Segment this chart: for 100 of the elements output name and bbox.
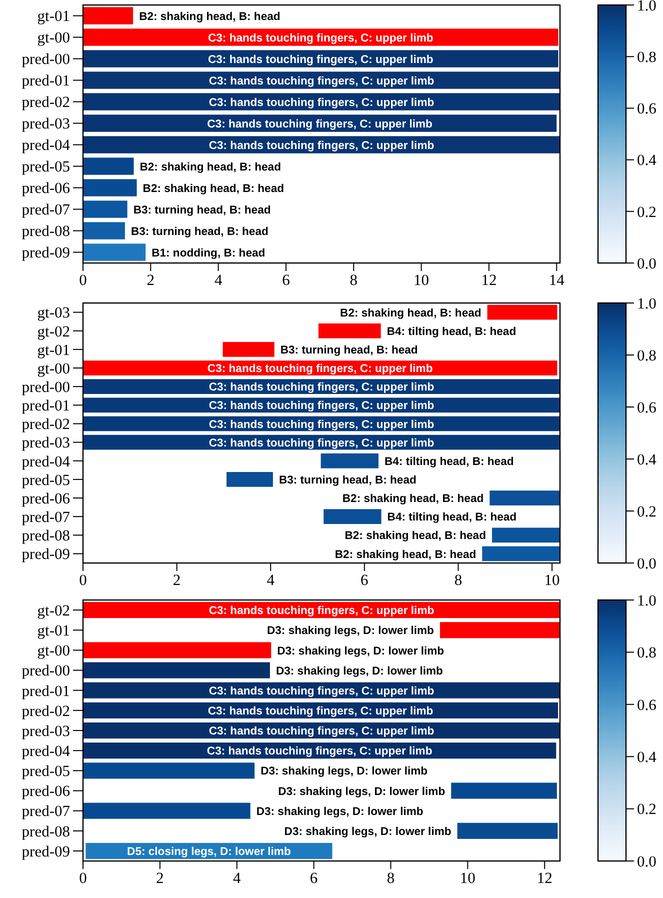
color-bar-label: 0.0 [637,555,657,572]
data-label: C3: hands touching fingers, C: upper limb [208,418,434,431]
data-label: C3: hands touching fingers, C: upper limb [208,140,434,152]
data-label: B3: turning head, B: head [278,474,417,486]
y-tick-label: pred-01 [22,682,70,700]
y-tick-label: pred-03 [22,434,70,452]
x-tick-label: 8 [350,272,358,289]
data-label: D3: shaking legs, D: lower limb [278,786,446,798]
data-label: B2: shaking head, B: head [340,307,482,320]
y-tick-label: pred-07 [22,508,70,526]
y-tick-label: pred-07 [22,202,70,219]
y-tick-label: pred-08 [22,528,70,545]
data-label: C3: hands touching fingers, C: upper limb [208,96,434,109]
data-label: D3: shaking legs, D: lower limb [277,645,444,658]
y-tick-label: pred-05 [22,158,70,176]
color-bar-label: 0.0 [637,853,657,870]
data-label: B3: turning head, B: head [280,344,418,356]
data-label: C3: hands touching fingers, C: upper limb [208,726,434,738]
color-bar-label: 0.8 [637,644,657,662]
bar [457,822,558,839]
y-tick-label: pred-08 [22,223,70,240]
data-label: C3: hands touching fingers, C: upper limb [208,685,434,698]
x-tick-label: 10 [544,572,560,589]
y-tick-label: pred-03 [22,116,70,133]
bar [83,136,560,154]
color-bar-label: 0.4 [637,152,657,170]
bar [83,200,128,218]
y-tick-label: gt-03 [37,304,70,322]
data-label: C3: hands touching fingers, C: upper limb [208,437,434,450]
bar [83,50,558,68]
bar [83,114,557,132]
data-label: D3: shaking legs, D: lower limb [284,826,452,838]
y-tick-label: pred-06 [22,180,70,198]
data-label: C3: hands touching fingers, C: upper limb [208,400,434,412]
data-label: C3: hands touching fingers, C: upper limb [206,746,432,758]
color-bar-label: 0.6 [637,100,657,118]
data-label: D5: closing legs, D: lower limb [127,846,291,858]
color-bar-label: 0.6 [637,696,657,714]
data-label: B4: tilting head, B: head [387,512,517,524]
bar [83,7,134,24]
data-label: B2: shaking head, B: head [142,182,284,195]
y-tick-label: gt-01 [37,622,70,640]
bar [487,304,558,320]
x-tick-label: 4 [214,272,222,289]
x-tick-label: 6 [310,870,318,887]
x-tick-label: 10 [460,870,476,887]
bar [222,342,274,357]
data-label: B3: turning head, B: head [130,226,268,238]
y-tick-label: pred-09 [22,244,70,262]
color-bar-label: 0.8 [637,49,657,66]
color-bar-label: 0.2 [637,801,656,818]
data-label: B2: shaking head, B: head [344,530,486,542]
x-tick-label: 0 [79,572,88,589]
data-label: C3: hands touching fingers, C: upper limb [208,54,434,66]
data-label: D3: shaking legs, D: lower limb [260,766,428,778]
data-label: C3: hands touching fingers, C: upper limb [208,382,434,394]
y-tick-label: pred-06 [22,783,70,800]
y-tick-label: pred-00 [22,51,70,68]
color-bar-label: 0.4 [637,451,657,468]
bar [83,179,137,196]
y-tick-label: pred-04 [22,743,70,760]
color-bar-label: 0.8 [637,347,657,364]
bar [83,802,250,819]
y-tick-label: gt-00 [37,30,70,47]
x-tick-label: 0 [79,870,88,887]
x-tick-label: 0 [79,272,88,289]
bar [226,472,273,487]
y-tick-label: pred-06 [22,490,70,508]
data-label: C3: hands touching fingers, C: upper limb [208,705,434,718]
y-tick-label: pred-05 [22,763,70,780]
y-tick-label: pred-05 [22,472,70,489]
data-label: B4: tilting head, B: head [384,456,514,468]
x-tick-label: 2 [156,870,164,887]
bar [83,93,560,110]
y-tick-label: pred-00 [22,662,70,680]
y-tick-label: pred-03 [22,722,70,740]
data-label: D3: shaking legs, D: lower limb [256,806,424,818]
color-bar-label: 1.0 [637,592,657,610]
y-tick-label: pred-02 [22,94,70,112]
y-tick-label: pred-07 [22,803,70,820]
color-bar-label: 0.4 [637,749,657,766]
data-label: C3: hands touching fingers, C: upper limb [208,75,434,88]
color-bar-label: 0.6 [637,399,657,416]
x-tick-label: 4 [266,572,275,589]
y-tick-label: pred-00 [22,378,70,396]
bar [320,453,378,468]
y-tick-label: pred-01 [22,398,70,415]
x-tick-label: 8 [454,572,462,589]
color-bar-label: 1.0 [637,0,657,14]
bar [83,662,270,678]
bar [83,72,560,89]
data-label: B2: shaking head, B: head [334,548,476,561]
color-bar-label: 1.0 [637,295,657,312]
x-tick-label: 6 [360,572,369,589]
y-tick-label: pred-01 [22,72,70,90]
data-label: C3: hands touching fingers, C: upper limb [207,118,433,130]
data-label: C3: hands touching fingers, C: upper limb [208,605,434,618]
data-label: C3: hands touching fingers, C: upper limb [207,363,433,376]
y-tick-label: gt-00 [37,642,70,660]
y-tick-label: pred-09 [22,843,70,860]
